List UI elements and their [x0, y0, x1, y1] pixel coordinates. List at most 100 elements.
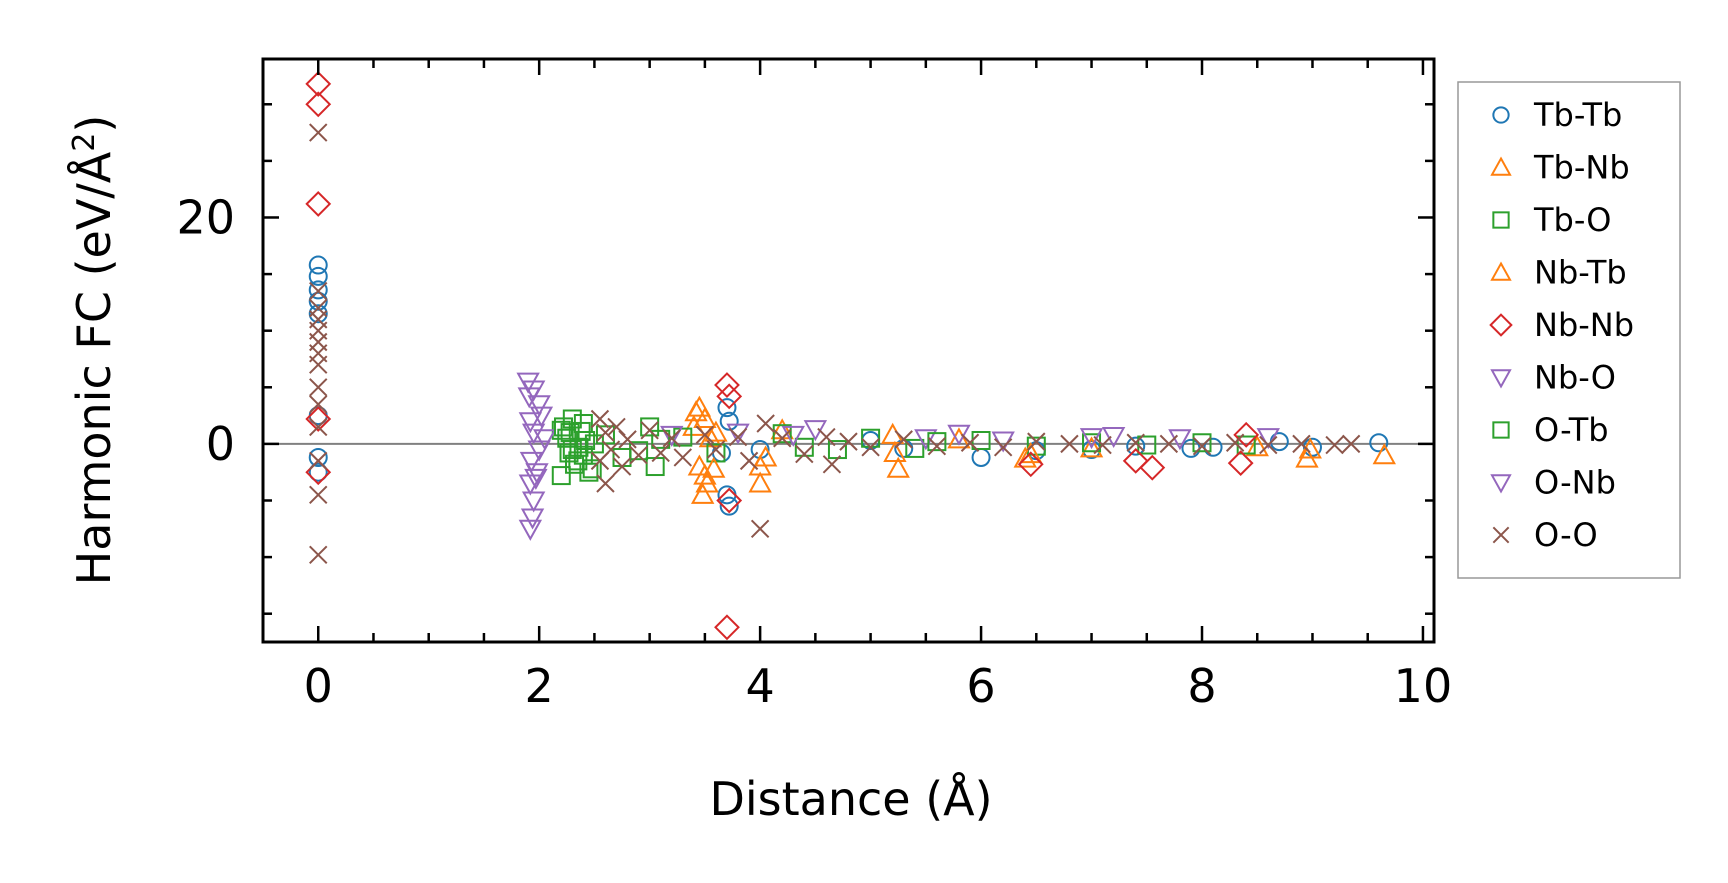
data-point-nb-nb — [1139, 454, 1166, 481]
data-point-tb-o — [673, 427, 693, 447]
data-point-o-o — [309, 378, 328, 397]
data-point-nb-o — [525, 463, 549, 485]
data-point-tb-tb — [308, 462, 328, 482]
data-point-o-o — [822, 455, 842, 474]
legend-item-o-tb: O-Tb — [1492, 411, 1609, 449]
data-point-tb-nb — [693, 406, 717, 428]
data-point-o-o — [773, 429, 792, 448]
legend-item-tb-o: Tb-O — [1492, 201, 1611, 239]
data-point-nb-o — [518, 474, 543, 496]
data-point-o-o — [1225, 433, 1245, 452]
data-point-o-o — [1325, 435, 1344, 455]
data-point-o-tb — [582, 459, 602, 479]
data-point-tb-tb — [1269, 432, 1289, 452]
data-point-o-tb — [559, 443, 579, 463]
data-point-o-o — [706, 440, 726, 459]
data-point-o-o — [817, 427, 836, 447]
data-point-tb-tb — [1126, 436, 1146, 456]
data-point-tb-nb — [1245, 435, 1269, 457]
data-point-o-tb — [794, 437, 814, 457]
data-point-o-o — [1027, 432, 1046, 451]
data-point-tb-tb — [308, 447, 328, 467]
data-point-o-o — [1259, 435, 1278, 455]
data-point-o-o — [309, 395, 328, 414]
data-point-tb-nb — [1079, 436, 1104, 458]
legend-label: Tb-Tb — [1533, 96, 1622, 134]
legend-label: Nb-O — [1534, 359, 1616, 397]
data-point-tb-nb — [698, 426, 723, 448]
data-point-o-tb — [571, 421, 591, 441]
y-axis-label-prefix: Harmonic FC (eV/Å — [67, 151, 121, 585]
data-point-tb-nb — [704, 420, 728, 442]
data-point-tb-tb — [308, 304, 328, 324]
data-point-tb-tb — [308, 266, 328, 286]
legend-item-nb-o: Nb-O — [1490, 359, 1616, 397]
series-o-nb — [517, 387, 1126, 530]
data-point-o-o — [861, 438, 880, 457]
data-point-o-tb — [629, 441, 649, 461]
data-point-tb-o — [772, 424, 792, 444]
data-point-o-nb — [517, 387, 541, 409]
data-point-nb-o — [726, 423, 750, 445]
legend-marker — [1492, 106, 1510, 124]
data-point-o-o — [1292, 434, 1311, 454]
data-point-o-tb — [927, 432, 947, 452]
data-point-nb-nb — [1017, 451, 1044, 478]
x-axis-label: Distance (Å) — [709, 772, 992, 826]
y-tick-label: 20 — [176, 190, 235, 244]
data-point-o-o — [309, 123, 328, 142]
data-point-o-o — [640, 421, 659, 440]
data-point-nb-tb — [695, 471, 719, 493]
data-point-o-o — [309, 281, 328, 301]
series-o-o — [309, 123, 1361, 565]
legend-item-o-nb: O-Nb — [1490, 464, 1616, 502]
data-point-o-o — [739, 451, 759, 471]
data-point-o-o — [590, 451, 610, 471]
data-point-o-o — [1159, 434, 1179, 454]
series-nb-nb — [305, 70, 1260, 641]
data-point-o-o — [662, 429, 681, 448]
data-point-nb-o — [518, 412, 543, 434]
data-point-nb-tb — [753, 445, 778, 467]
series-tb-nb — [682, 395, 1396, 504]
data-point-tb-tb — [308, 280, 328, 300]
axes-frame — [261, 57, 1436, 644]
legend-marker — [1490, 261, 1512, 281]
data-point-nb-nb — [716, 383, 743, 410]
data-point-o-o — [596, 423, 615, 442]
legend-label: Nb-Nb — [1534, 306, 1634, 344]
legend: Tb-Tb Tb-Nb Tb-O Nb-Tb Nb-Nb Nb-O O-Tb O-Nb O-O — [1457, 81, 1681, 579]
data-point-tb-nb — [947, 427, 971, 449]
x-tick-label: 4 — [745, 659, 774, 713]
y-tick-label: 0 — [206, 417, 235, 471]
data-point-o-o — [1192, 436, 1212, 456]
data-point-o-o — [1060, 434, 1079, 454]
data-point-tb-nb — [748, 471, 772, 493]
data-point-nb-nb — [305, 91, 332, 118]
legend-marker — [1490, 474, 1512, 494]
series-nb-o — [516, 372, 1280, 541]
x-tick-label: 10 — [1394, 659, 1453, 713]
legend-item-tb-nb: Tb-Nb — [1490, 149, 1630, 187]
data-point-tb-tb — [717, 485, 737, 505]
data-point-nb-o — [527, 440, 551, 462]
x-tick-label: 8 — [1187, 659, 1216, 713]
data-point-o-nb — [947, 424, 971, 446]
data-point-o-nb — [524, 468, 548, 490]
data-point-nb-o — [660, 425, 684, 447]
data-point-nb-tb — [883, 440, 907, 462]
legend-marker — [1492, 526, 1510, 544]
data-point-o-nb — [781, 425, 805, 447]
legend-marker — [1490, 369, 1512, 389]
data-point-nb-nb — [305, 190, 332, 217]
data-point-o-o — [612, 457, 632, 476]
data-point-nb-o — [518, 519, 543, 541]
x-tick-label: 2 — [525, 659, 554, 713]
series-tb-tb — [308, 255, 1389, 516]
data-point-tb-nb — [690, 482, 715, 504]
data-point-o-o — [750, 519, 770, 539]
data-point-nb-o — [803, 420, 828, 442]
data-point-nb-tb — [684, 400, 708, 422]
data-point-tb-o — [905, 438, 925, 458]
data-point-o-o — [309, 485, 328, 505]
